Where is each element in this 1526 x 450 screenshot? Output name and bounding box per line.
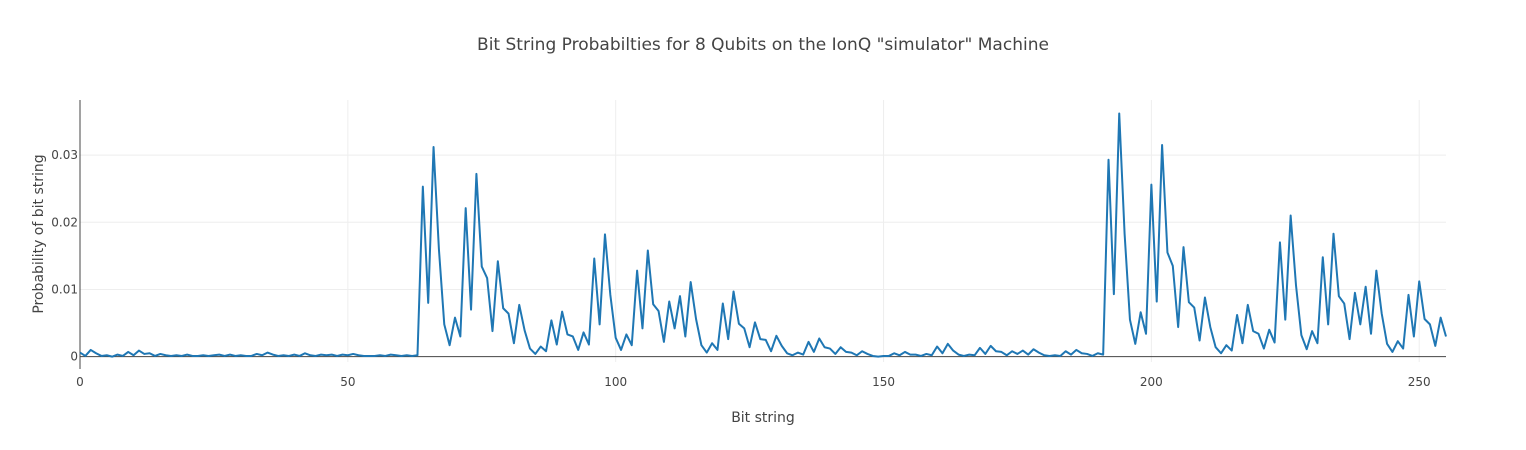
- chart-title: Bit String Probabilties for 8 Qubits on …: [477, 35, 1049, 55]
- x-tick-label: 150: [872, 375, 895, 389]
- axes: [79, 100, 1446, 369]
- x-tick-label: 200: [1140, 375, 1163, 389]
- y-tick-label: 0.02: [51, 215, 78, 229]
- x-tick-label: 0: [76, 375, 84, 389]
- y-tick-label: 0.03: [51, 148, 78, 162]
- x-tick-label: 50: [340, 375, 355, 389]
- series-line: [79, 112, 1447, 358]
- y-tick-label: 0.01: [51, 282, 78, 296]
- x-tick-label: 100: [604, 375, 627, 389]
- y-axis-title: Probability of bit string: [31, 154, 47, 313]
- x-tick-label: 250: [1408, 375, 1431, 389]
- y-tick-label: 0: [70, 350, 78, 364]
- series-layer: [79, 112, 1447, 358]
- tick-labels: 0 50 100 150 200 250 0 0.01 0.02 0.03: [51, 148, 1430, 389]
- x-axis-title: Bit string: [731, 410, 795, 426]
- grid-lines: [80, 100, 1446, 362]
